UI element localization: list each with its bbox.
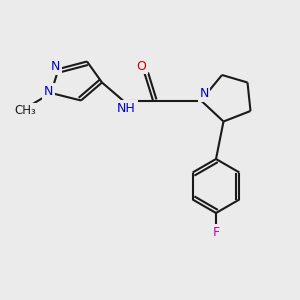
Text: F: F [212,226,220,239]
Text: N: N [199,87,209,101]
Text: O: O [136,59,146,73]
Text: N: N [51,60,60,73]
Text: CH₃: CH₃ [14,104,36,118]
Text: NH: NH [117,101,136,115]
Text: N: N [44,85,53,98]
